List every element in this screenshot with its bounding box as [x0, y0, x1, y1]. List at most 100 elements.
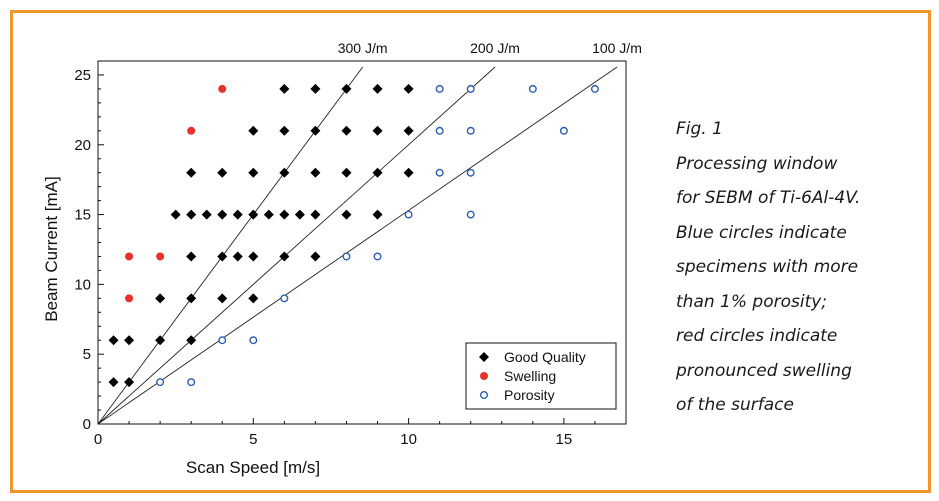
caption-line: pronounced swelling — [676, 360, 852, 381]
x-tick-label: 15 — [556, 431, 573, 448]
good-quality-point — [108, 335, 119, 346]
figure-caption: Fig. 1 Processing window for SEBM of Ti-… — [676, 112, 931, 423]
y-tick-label: 5 — [83, 346, 91, 363]
porosity-point — [466, 126, 475, 135]
caption-line: of the surface — [676, 395, 794, 415]
energy-line-label: 100 J/m — [592, 40, 642, 56]
caption-line: Blue circles indicate — [676, 222, 847, 243]
good-quality-point — [279, 167, 290, 178]
porosity-point — [156, 378, 165, 387]
good-quality-point — [186, 209, 197, 220]
swelling-point — [125, 294, 134, 303]
porosity-point — [435, 84, 444, 93]
porosity-point — [559, 126, 568, 135]
good-quality-point — [186, 167, 197, 178]
swelling-point — [218, 84, 227, 93]
plot-area: 0 5 10 15 0 5 10 15 20 25 300 J/m 200 J/m 100 J/m Goo… — [74, 40, 642, 448]
porosity-point — [480, 391, 489, 400]
y-tick-label: 10 — [74, 276, 91, 293]
caption-line: than 1% porosity; — [676, 291, 828, 312]
x-tick-label: 0 — [94, 431, 102, 448]
swelling-point — [187, 126, 196, 135]
porosity-point — [342, 252, 351, 261]
porosity-point — [280, 294, 289, 303]
good-quality-point — [279, 209, 290, 220]
good-quality-point — [341, 167, 352, 178]
porosity-point — [404, 210, 413, 219]
porosity-point — [466, 84, 475, 93]
good-quality-point — [108, 377, 119, 388]
energy-line — [97, 66, 364, 425]
good-quality-point — [201, 209, 212, 220]
good-quality-point — [248, 251, 259, 262]
y-tick-label: 25 — [74, 67, 91, 84]
caption-line: specimens with more — [676, 257, 859, 277]
good-quality-point — [372, 167, 383, 178]
good-quality-point — [279, 125, 290, 136]
legend-box — [465, 342, 617, 410]
x-tick-label: 5 — [249, 431, 257, 448]
swelling-point — [480, 372, 488, 380]
good-quality-point — [310, 83, 321, 94]
good-quality-point — [372, 83, 383, 94]
good-quality-point — [263, 209, 274, 220]
good-quality-point — [232, 251, 243, 262]
good-quality-point — [341, 125, 352, 136]
energy-line — [97, 66, 618, 425]
good-quality-point — [372, 209, 383, 220]
energy-line — [97, 66, 496, 425]
good-quality-point — [170, 209, 181, 220]
porosity-point — [435, 168, 444, 177]
porosity-point — [218, 336, 227, 345]
caption-line: Processing window — [676, 153, 838, 174]
good-quality-point — [124, 335, 135, 346]
porosity-point — [466, 210, 475, 219]
good-quality-point — [403, 83, 414, 94]
good-quality-point — [217, 293, 228, 304]
good-quality-point — [479, 352, 489, 362]
y-tick-label: 0 — [83, 416, 91, 433]
y-axis-label: Beam Current [mA] — [42, 176, 61, 322]
good-quality-point — [310, 209, 321, 220]
caption-line: for SEBM of Ti-6Al-4V. — [676, 188, 861, 208]
good-quality-point — [155, 335, 166, 346]
good-quality-point — [403, 167, 414, 178]
good-quality-point — [294, 209, 305, 220]
porosity-point — [435, 126, 444, 135]
good-quality-point — [186, 293, 197, 304]
porosity-point — [373, 252, 382, 261]
legend-label: Good Quality — [504, 349, 586, 365]
porosity-point — [528, 84, 537, 93]
good-quality-point — [310, 251, 321, 262]
swelling-point — [156, 252, 165, 261]
good-quality-point — [310, 167, 321, 178]
energy-line-label: 300 J/m — [338, 40, 388, 56]
good-quality-point — [232, 209, 243, 220]
good-quality-point — [186, 335, 197, 346]
good-quality-point — [186, 251, 197, 262]
good-quality-point — [248, 167, 259, 178]
porosity-point — [249, 336, 258, 345]
good-quality-point — [372, 125, 383, 136]
swelling-point — [125, 252, 134, 261]
legend-label: Swelling — [504, 368, 556, 384]
x-axis-label: Scan Speed [m/s] — [186, 458, 320, 477]
good-quality-point — [279, 83, 290, 94]
legend-label: Porosity — [504, 387, 555, 403]
good-quality-point — [155, 293, 166, 304]
good-quality-point — [248, 209, 259, 220]
good-quality-point — [217, 167, 228, 178]
caption-line: red circles indicate — [676, 326, 838, 346]
porosity-point — [590, 84, 599, 93]
porosity-point — [466, 168, 475, 177]
good-quality-point — [279, 251, 290, 262]
good-quality-point — [248, 293, 259, 304]
y-tick-label: 20 — [74, 137, 91, 154]
energy-line-label: 200 J/m — [470, 40, 520, 56]
good-quality-point — [248, 125, 259, 136]
good-quality-point — [341, 209, 352, 220]
x-tick-label: 10 — [400, 431, 417, 448]
good-quality-point — [217, 251, 228, 262]
good-quality-point — [341, 83, 352, 94]
